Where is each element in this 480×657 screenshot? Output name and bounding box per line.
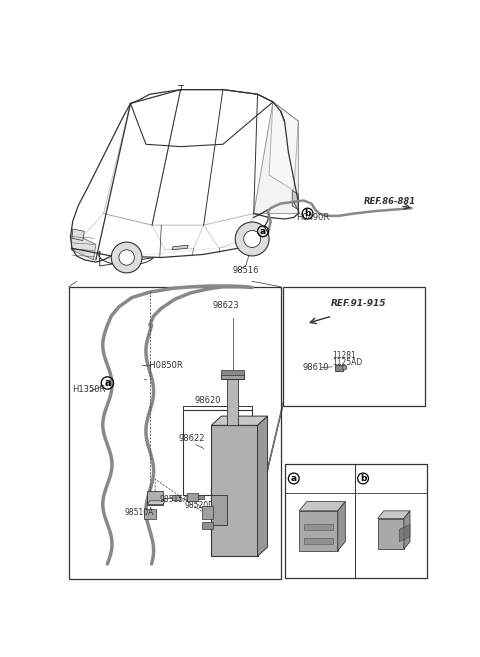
Polygon shape (227, 379, 238, 425)
Text: 98516: 98516 (232, 266, 259, 275)
Text: 98520D: 98520D (184, 501, 215, 510)
Polygon shape (98, 251, 153, 266)
Polygon shape (72, 229, 84, 240)
Bar (285, 464, 427, 578)
Polygon shape (269, 102, 299, 191)
Polygon shape (172, 245, 188, 250)
Polygon shape (198, 495, 204, 499)
Text: a: a (104, 378, 111, 388)
Text: b: b (304, 209, 311, 218)
Polygon shape (147, 491, 163, 505)
Text: 98510A: 98510A (124, 508, 154, 516)
Text: 1125AD: 1125AD (332, 358, 362, 367)
Polygon shape (221, 374, 244, 379)
Circle shape (235, 222, 269, 256)
Polygon shape (378, 510, 410, 518)
Circle shape (342, 365, 347, 370)
Polygon shape (172, 495, 180, 500)
Text: b: b (360, 474, 366, 483)
Bar (69, 286, 281, 579)
Polygon shape (258, 416, 267, 556)
Polygon shape (378, 518, 404, 549)
Circle shape (119, 250, 134, 265)
Polygon shape (202, 522, 213, 530)
Text: 98620: 98620 (194, 396, 221, 405)
Text: 11281: 11281 (332, 351, 356, 360)
Text: H0490R: H0490R (296, 213, 329, 222)
Polygon shape (304, 524, 333, 530)
Polygon shape (204, 214, 254, 248)
Polygon shape (147, 501, 165, 505)
Bar (183, 410, 252, 495)
Polygon shape (399, 525, 410, 541)
Text: 81199: 81199 (373, 472, 402, 481)
Text: 98623: 98623 (212, 302, 239, 310)
Polygon shape (299, 501, 345, 510)
Polygon shape (72, 89, 180, 260)
Circle shape (244, 231, 261, 248)
Polygon shape (292, 191, 299, 210)
Polygon shape (72, 214, 254, 260)
Polygon shape (299, 510, 337, 551)
Polygon shape (71, 233, 96, 260)
Polygon shape (336, 365, 343, 371)
Text: 98515A: 98515A (160, 495, 189, 503)
Bar (283, 286, 425, 406)
Polygon shape (211, 416, 267, 425)
Polygon shape (304, 538, 333, 544)
Text: REF.91-915: REF.91-915 (331, 299, 386, 308)
Polygon shape (202, 506, 213, 519)
Text: —H0850R: —H0850R (141, 361, 183, 371)
Circle shape (111, 242, 142, 273)
Text: 98610: 98610 (302, 363, 329, 372)
Text: a: a (260, 227, 266, 236)
Polygon shape (404, 510, 410, 549)
Polygon shape (144, 509, 156, 519)
Polygon shape (221, 370, 244, 374)
Text: 98622: 98622 (178, 434, 205, 443)
Text: 98970: 98970 (304, 472, 333, 481)
Text: REF.86-881: REF.86-881 (364, 197, 416, 206)
Text: H1350R: H1350R (72, 385, 105, 394)
Text: a: a (291, 474, 297, 483)
Polygon shape (211, 495, 227, 526)
Polygon shape (211, 425, 258, 556)
Polygon shape (337, 501, 345, 551)
Polygon shape (187, 493, 198, 501)
Polygon shape (152, 225, 204, 250)
Polygon shape (104, 89, 180, 225)
Polygon shape (254, 102, 299, 214)
